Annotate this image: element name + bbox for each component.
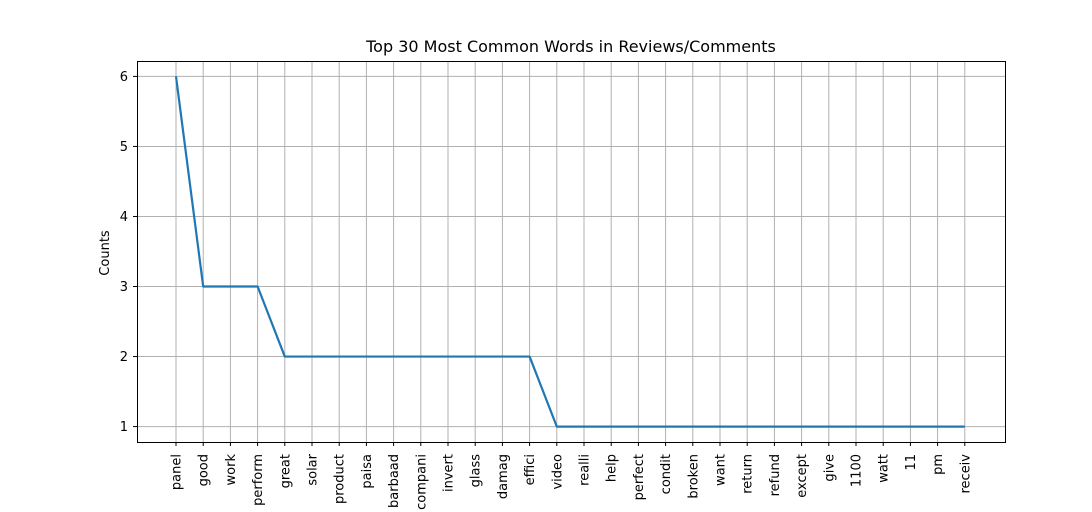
y-tick-label: 5	[120, 140, 128, 155]
x-tick-label: except	[795, 454, 810, 498]
x-tick-label: video	[550, 454, 565, 490]
x-tick-label: watt	[877, 454, 892, 483]
x-tick-label: barbaad	[387, 454, 402, 508]
x-tick-label: 1100	[850, 454, 865, 487]
y-tick-label: 1	[120, 420, 128, 435]
axis-ticks: panel good work perform great solar product pai…	[120, 70, 974, 510]
x-tick-label: paisa	[360, 454, 375, 489]
x-tick-label: damag	[496, 454, 511, 499]
x-tick-label: want	[714, 454, 729, 486]
x-tick-label: product	[333, 454, 348, 504]
x-tick-label: perfect	[632, 454, 647, 500]
y-tick-label: 2	[120, 350, 128, 365]
y-tick-label: 3	[120, 280, 128, 295]
y-axis-label: Counts	[98, 230, 113, 276]
chart-title: Top 30 Most Common Words in Reviews/Comm…	[365, 37, 776, 56]
x-tick-label: perform	[251, 454, 266, 506]
x-tick-label: realli	[578, 454, 593, 486]
x-tick-label: solar	[306, 453, 321, 485]
x-tick-label: pm	[931, 454, 946, 475]
x-tick-label: panel	[170, 454, 185, 490]
x-tick-label: compani	[414, 454, 429, 510]
x-tick-label: invert	[442, 454, 457, 492]
y-tick-label: 6	[120, 70, 128, 85]
x-tick-label: work	[224, 454, 239, 486]
x-tick-label: condit	[659, 454, 674, 494]
x-tick-label: effici	[523, 454, 538, 485]
x-tick-label: broken	[686, 454, 701, 499]
x-tick-label: return	[741, 454, 756, 494]
x-tick-label: glass	[469, 454, 484, 488]
series-layer	[174, 76, 965, 428]
x-tick-label: great	[278, 454, 293, 488]
plot-frame	[137, 61, 1006, 443]
grid	[137, 61, 1005, 442]
y-tick-label: 4	[120, 210, 128, 225]
series-line	[174, 76, 965, 428]
x-tick-label: 11	[904, 454, 919, 471]
x-tick-label: help	[605, 454, 620, 482]
x-tick-label: receiv	[958, 454, 973, 494]
x-tick-label: good	[197, 454, 212, 486]
x-tick-label: refund	[768, 454, 783, 496]
x-tick-label: give	[822, 454, 837, 482]
